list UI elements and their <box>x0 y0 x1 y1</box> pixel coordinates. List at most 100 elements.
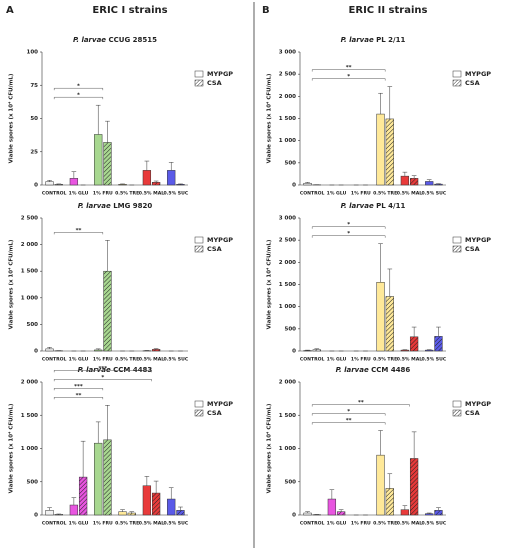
legend-swatch <box>194 79 204 87</box>
error-bar <box>71 497 77 506</box>
bar <box>425 513 434 516</box>
significance-label: ** <box>76 393 82 399</box>
error-bar <box>411 175 417 179</box>
error-bar <box>153 180 159 183</box>
legend-swatch <box>194 409 204 417</box>
bar <box>103 439 112 516</box>
chart-title: P. larvae LMG 9820 <box>78 202 153 210</box>
y-axis-label: Viable spores (x 10⁴ CFU/mL) <box>266 73 273 163</box>
y-tick-label: 1 500 <box>279 413 296 419</box>
y-axis-label: Viable spores (x 10⁴ CFU/mL) <box>8 239 15 329</box>
y-tick-label: 2 000 <box>279 380 296 386</box>
chart-title: P. larvae PL 4/11 <box>341 202 406 210</box>
error-bar <box>305 182 310 184</box>
x-tick-label: 0.5% MAL <box>397 357 422 363</box>
bar <box>434 183 443 186</box>
x-tick-label: 0.5% MAL <box>397 521 422 527</box>
x-tick-label: 1% GLU <box>327 191 347 197</box>
error-bar <box>153 348 159 350</box>
significance-bracket <box>53 370 152 373</box>
significance-bracket <box>311 78 386 81</box>
y-tick-label: 3 000 <box>279 216 296 222</box>
bar <box>385 488 394 516</box>
chart-title: P. larvae CCUG 28515 <box>73 36 157 44</box>
error-bar <box>387 473 393 489</box>
x-tick-label: 0.5% SUC <box>163 191 188 197</box>
title-species: P. larvae <box>73 36 106 44</box>
x-tick-label: 1% GLU <box>327 357 347 363</box>
significance-label: * <box>101 375 104 381</box>
y-tick-label: 2 000 <box>21 380 38 386</box>
bar <box>142 485 152 516</box>
bar <box>69 178 79 186</box>
x-tick-label: CONTROL <box>42 521 67 527</box>
y-tick-label: 2 000 <box>279 94 296 100</box>
bar <box>400 509 410 516</box>
legend-swatch <box>452 409 462 417</box>
error-bar <box>329 489 335 500</box>
x-tick-label: 0.5% TRE <box>115 191 139 197</box>
legend-swatch <box>452 70 462 78</box>
error-bar <box>378 92 383 115</box>
bar <box>176 510 185 516</box>
error-bar <box>387 86 393 119</box>
error-bar <box>95 104 101 135</box>
legend-label: CSA <box>465 245 480 253</box>
error-bar <box>105 405 110 440</box>
significance-label: ** <box>76 228 82 234</box>
bar <box>336 511 346 516</box>
significance-bracket <box>311 226 386 229</box>
y-tick-label: 500 <box>285 479 297 485</box>
x-tick-label: 1% FRU <box>93 521 113 527</box>
error-bar <box>378 243 383 283</box>
x-tick-label: 0.5% MAL <box>139 521 164 527</box>
y-tick-label: 0 <box>34 349 38 355</box>
y-tick-label: 1 000 <box>21 295 38 301</box>
significance-label: ** <box>358 400 364 406</box>
x-tick-label: 1% GLU <box>327 521 347 527</box>
x-tick-label: 1% FRU <box>351 521 371 527</box>
significance-label: *** <box>99 366 108 372</box>
y-tick-label: 3 000 <box>279 50 296 56</box>
y-tick-label: 500 <box>27 479 39 485</box>
panel-letter: B <box>262 5 270 16</box>
bar <box>127 512 136 516</box>
title-species: P. larvae <box>78 366 111 374</box>
title-strain: CCM 4486 <box>371 366 410 374</box>
bar <box>409 178 419 186</box>
error-bar <box>95 348 101 350</box>
error-bar <box>314 348 320 350</box>
bar <box>54 514 63 516</box>
significance-bracket <box>311 413 386 416</box>
error-bar <box>387 268 393 297</box>
y-tick-label: 0 <box>292 513 296 519</box>
bar <box>303 512 312 516</box>
y-tick-label: 2 000 <box>279 260 296 266</box>
bar <box>312 349 321 352</box>
error-bar <box>426 179 432 182</box>
legend-swatch <box>194 400 204 408</box>
significance-label: * <box>77 84 80 90</box>
significance-bracket <box>53 232 104 235</box>
x-tick-label: 0.5% SUC <box>421 357 446 363</box>
title-strain: PL 2/11 <box>376 36 405 44</box>
y-axis-label: Viable spores (x 10⁴ CFU/mL) <box>266 403 273 493</box>
y-tick-label: 1 000 <box>279 304 296 310</box>
bar <box>103 142 112 186</box>
bar <box>409 336 419 352</box>
significance-label: *** <box>74 384 83 390</box>
bar <box>151 492 161 516</box>
legend-swatch <box>194 70 204 78</box>
x-tick-label: 0.5% TRE <box>373 521 397 527</box>
bar <box>94 134 103 186</box>
x-tick-label: 0.5% SUC <box>163 357 188 363</box>
bar <box>425 181 434 186</box>
error-bar <box>105 240 110 272</box>
y-axis-label: Viable spores (x 10⁴ CFU/mL) <box>266 239 273 329</box>
x-tick-label: CONTROL <box>300 191 325 197</box>
bar <box>69 504 79 516</box>
significance-bracket <box>53 388 104 391</box>
significance-bracket <box>311 69 386 72</box>
y-tick-label: 50 <box>30 116 38 122</box>
